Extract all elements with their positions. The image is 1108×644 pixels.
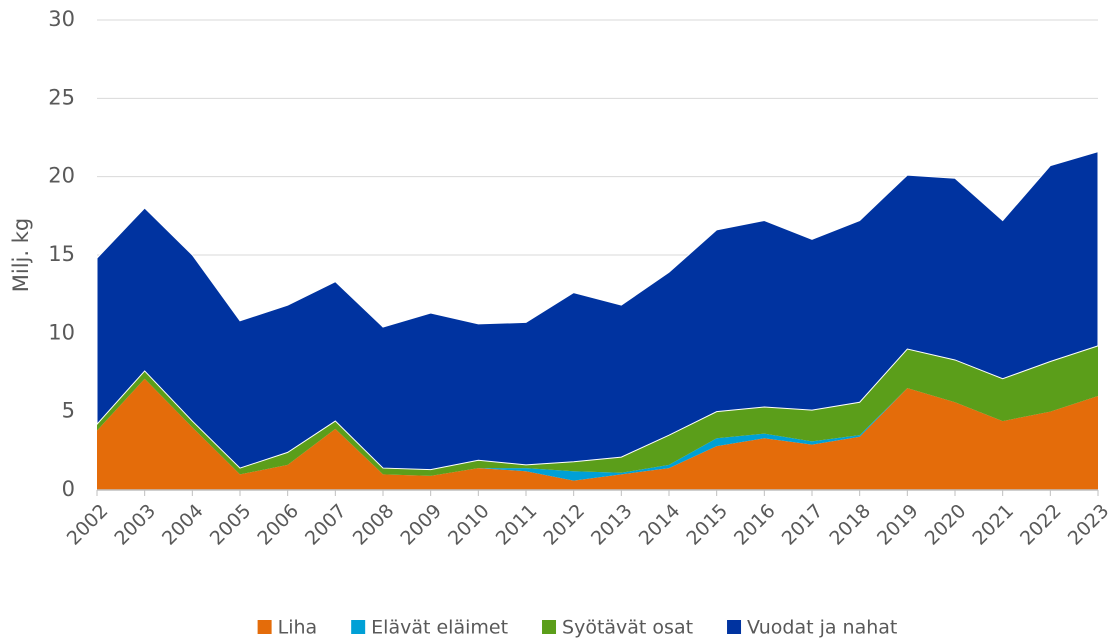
y-tick-label: 25 (48, 85, 75, 109)
x-tick-label: 2022 (1016, 500, 1066, 550)
y-tick-label: 10 (48, 320, 75, 344)
x-tick-label: 2006 (253, 500, 303, 550)
x-tick-label: 2004 (158, 500, 208, 550)
x-tick-label: 2012 (539, 500, 589, 550)
x-tick-label: 2023 (1064, 500, 1108, 550)
x-tick-label: 2009 (396, 500, 446, 550)
area (97, 378, 1098, 490)
y-tick-label: 5 (62, 399, 75, 423)
legend-swatch (542, 620, 557, 634)
x-tick-label: 2010 (444, 500, 494, 550)
y-tick-label: 0 (62, 477, 75, 501)
x-tick-label: 2015 (682, 500, 732, 550)
x-tick-label: 2005 (206, 500, 256, 550)
x-tick-label: 2016 (730, 500, 780, 550)
x-tick-label: 2008 (349, 500, 399, 550)
x-tick-label: 2011 (492, 500, 542, 550)
y-tick-label: 20 (48, 164, 75, 188)
x-tick-label: 2021 (968, 500, 1018, 550)
x-tick-label: 2017 (778, 500, 828, 550)
x-tick-label: 2002 (63, 500, 113, 550)
legend-label: Liha (278, 617, 318, 639)
x-tick-label: 2019 (873, 500, 923, 550)
legend-label: Vuodat ja nahat (747, 617, 897, 639)
legend-label: Syötävät osat (562, 617, 693, 639)
x-tick-label: 2014 (635, 500, 685, 550)
y-axis-title: Milj. kg (9, 218, 33, 292)
y-tick-label: 15 (48, 242, 75, 266)
y-tick-label: 30 (48, 7, 75, 31)
x-tick-label: 2013 (587, 500, 637, 550)
legend-label: Elävät eläimet (371, 617, 508, 639)
x-tick-label: 2018 (825, 500, 875, 550)
x-tick-label: 2020 (921, 500, 971, 550)
legend-swatch (257, 620, 272, 634)
x-tick-label: 2007 (301, 500, 351, 550)
legend-swatch (351, 620, 366, 634)
x-tick-label: 2003 (110, 500, 160, 550)
legend-swatch (727, 620, 742, 634)
area (96, 150, 1099, 471)
